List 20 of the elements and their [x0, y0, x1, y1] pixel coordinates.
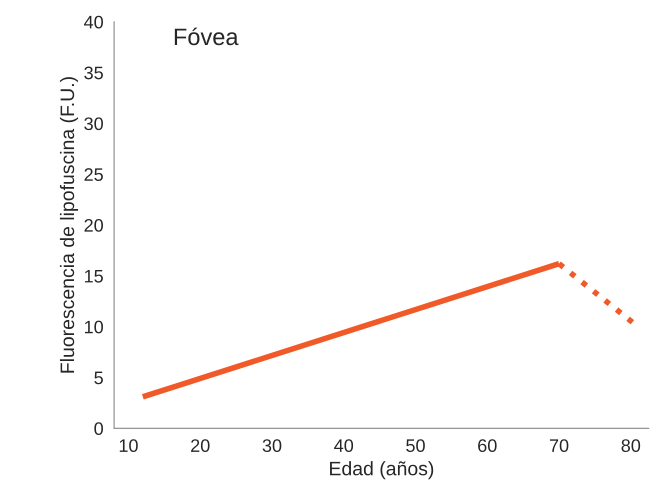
x-tick-label: 80	[622, 439, 640, 452]
y-tick-label: 10	[84, 320, 103, 334]
y-tick-label: 40	[84, 16, 103, 28]
x-tick-label: 20	[191, 439, 210, 452]
y-tick-label: 5	[94, 372, 103, 384]
y-axis-title: Fluorescencia de lipofuscina (F.U.)	[60, 77, 78, 373]
x-tick-label: 30	[262, 439, 282, 452]
y-tick-label: 35	[84, 66, 103, 80]
x-axis-title: Edad (años)	[330, 461, 434, 480]
x-tick-label: 50	[406, 439, 425, 452]
x-tick-label: 70	[550, 439, 568, 452]
y-tick-label: 25	[84, 168, 103, 181]
chart-title: Fóvea	[174, 28, 239, 46]
x-tick-label: 40	[334, 439, 354, 452]
y-tick-label: 20	[84, 218, 103, 232]
x-tick-label: 60	[478, 439, 497, 452]
y-tick-label: 0	[94, 422, 103, 436]
y-tick-label: 30	[84, 117, 103, 130]
x-tick-label: 10	[120, 439, 138, 452]
y-tick-label: 15	[84, 270, 103, 283]
